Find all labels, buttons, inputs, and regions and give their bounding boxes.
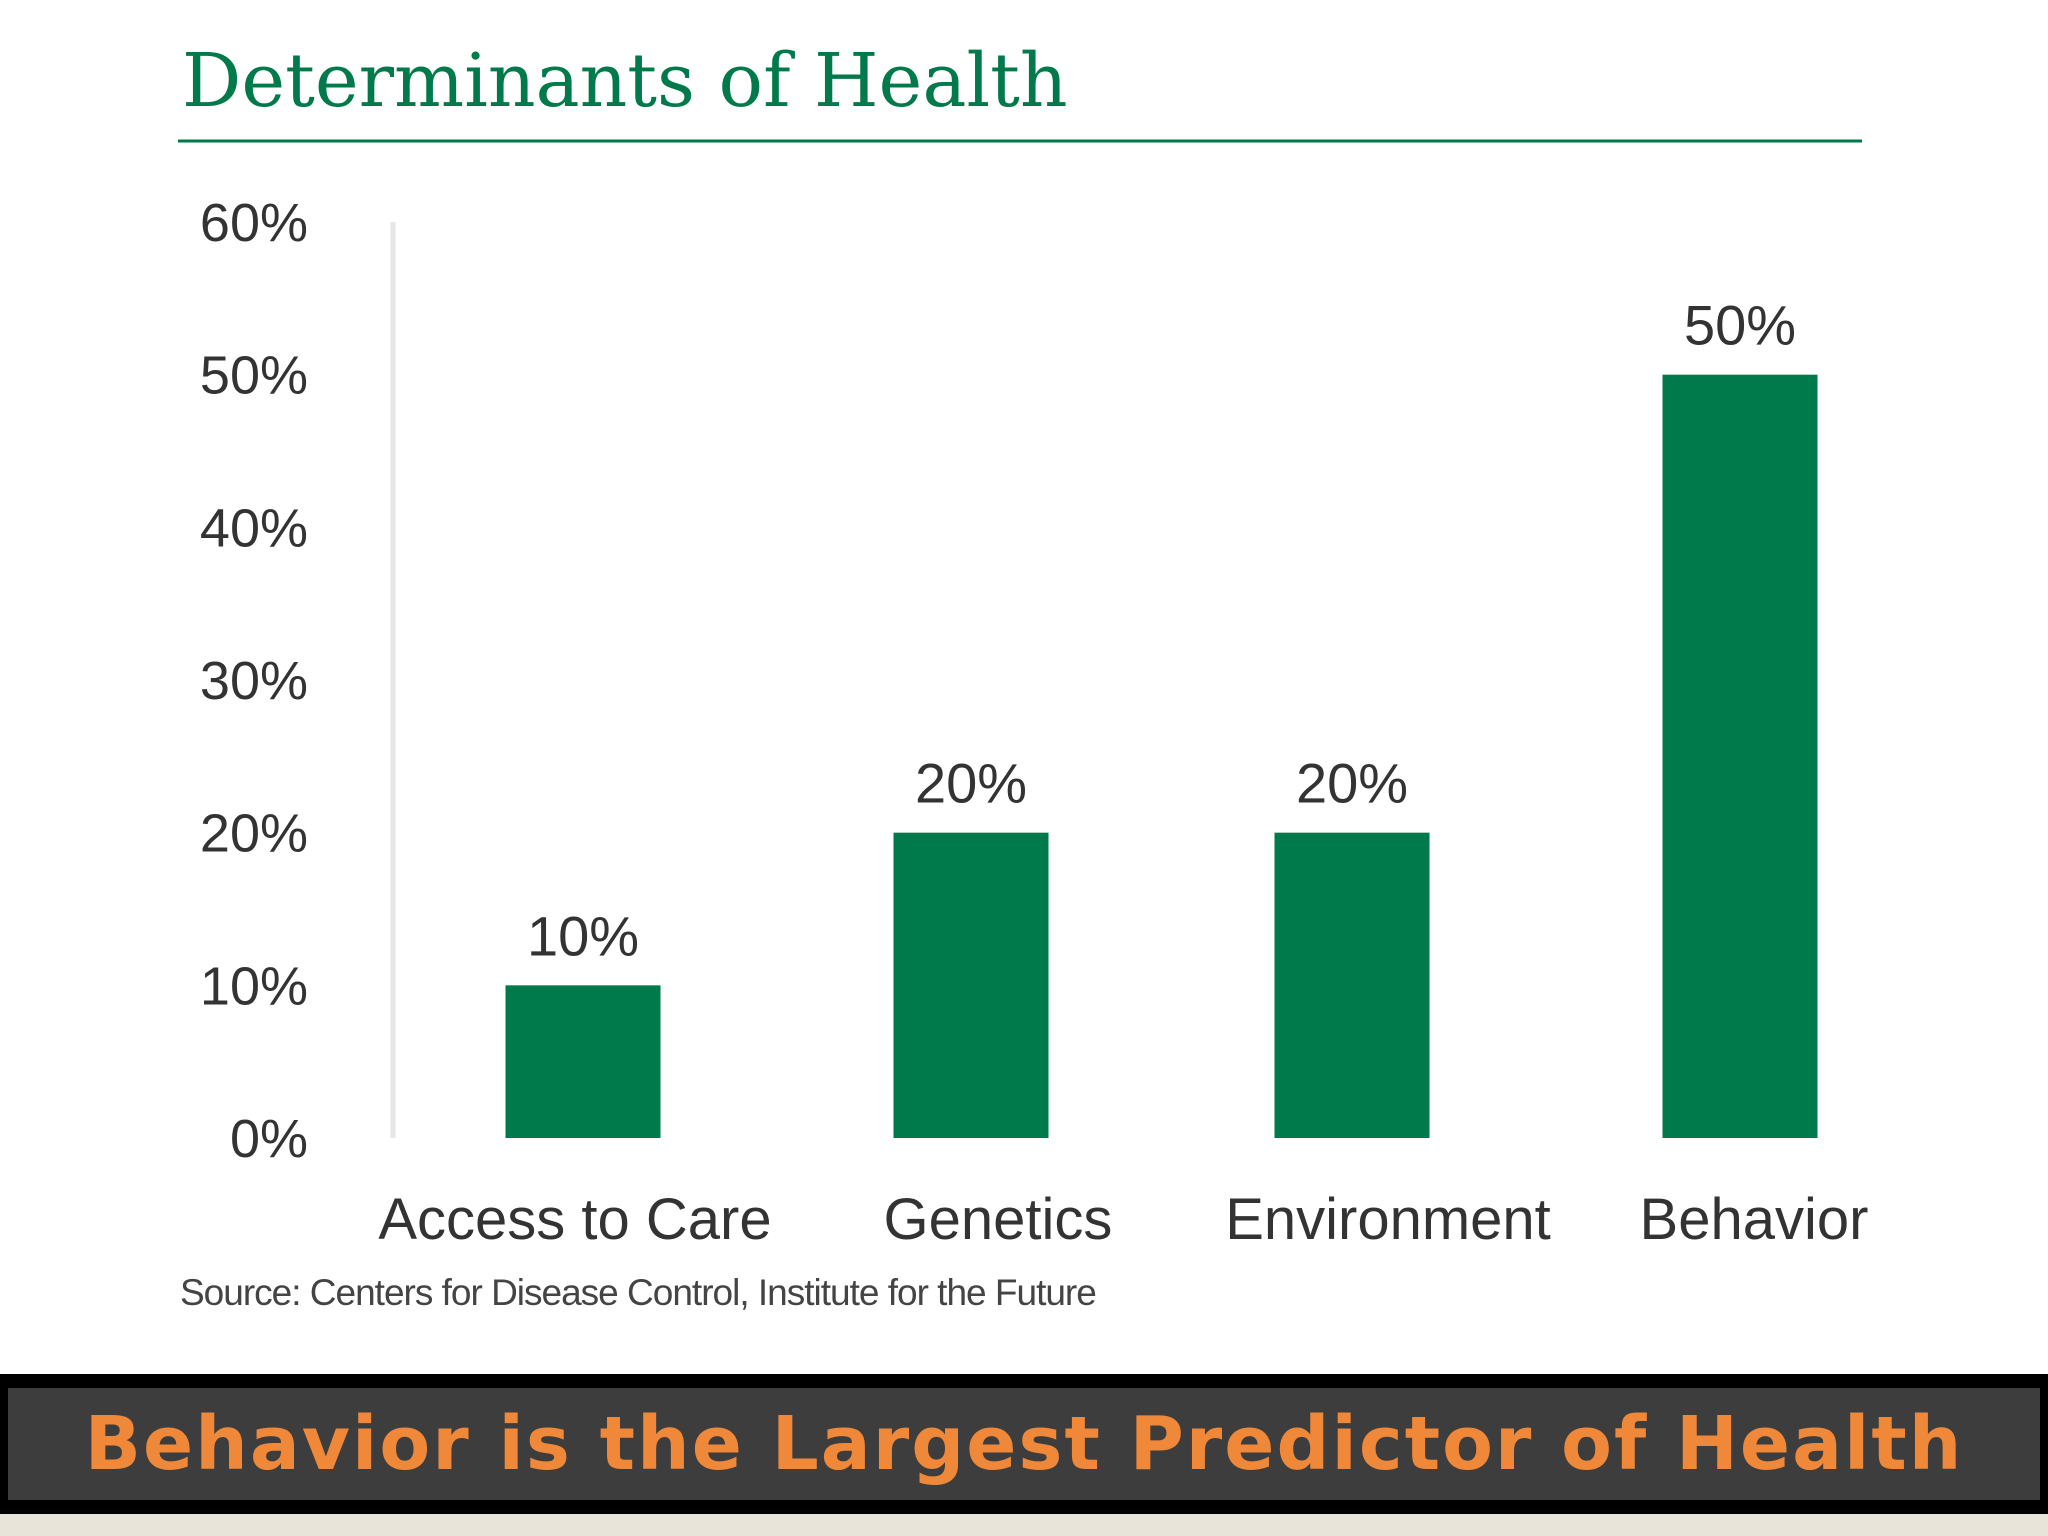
y-tick-label: 20% <box>200 804 308 864</box>
category-label: Behavior <box>1640 1187 1869 1252</box>
bar-value-label: 10% <box>527 904 639 967</box>
data-labels: 10% 20% 20% 50% <box>527 294 1796 968</box>
bars <box>505 374 1818 1139</box>
y-axis-ticks: 0% 10% 20% 30% 40% 50% 60% <box>200 193 308 1169</box>
source-note: Source: Centers for Disease Control, Ins… <box>180 1272 1097 1313</box>
y-tick-label: 10% <box>200 956 308 1016</box>
caption-banner: Behavior is the Largest Predictor of Hea… <box>0 1374 2048 1514</box>
y-tick-label: 30% <box>200 651 308 711</box>
bar <box>505 985 661 1138</box>
category-label: Access to Care <box>378 1187 771 1252</box>
bar-chart: 0% 10% 20% 30% 40% 50% 60% 10% 20% 20% 50% Access… <box>178 139 1868 1252</box>
bar <box>1274 832 1430 1138</box>
category-labels: Access to Care Genetics Environment Behavio… <box>378 1187 1868 1252</box>
y-tick-label: 60% <box>200 193 308 253</box>
caption-banner-inner: Behavior is the Largest Predictor of Hea… <box>8 1388 2040 1500</box>
bar-value-label: 20% <box>1296 752 1408 815</box>
category-label: Genetics <box>884 1187 1113 1252</box>
bar <box>893 832 1049 1138</box>
bar-value-label: 20% <box>915 752 1027 815</box>
y-tick-label: 40% <box>200 498 308 558</box>
y-tick-label: 0% <box>230 1109 308 1169</box>
category-label: Environment <box>1225 1187 1551 1252</box>
bar-value-label: 50% <box>1684 294 1796 357</box>
bar <box>1662 374 1818 1139</box>
slide: Determinants of Health 0% 10% 20% 30% 40% 50%… <box>0 0 2048 1374</box>
y-tick-label: 50% <box>200 346 308 406</box>
chart-title: Determinants of Health <box>182 38 1068 124</box>
caption-text: Behavior is the Largest Predictor of Hea… <box>84 1401 1964 1487</box>
